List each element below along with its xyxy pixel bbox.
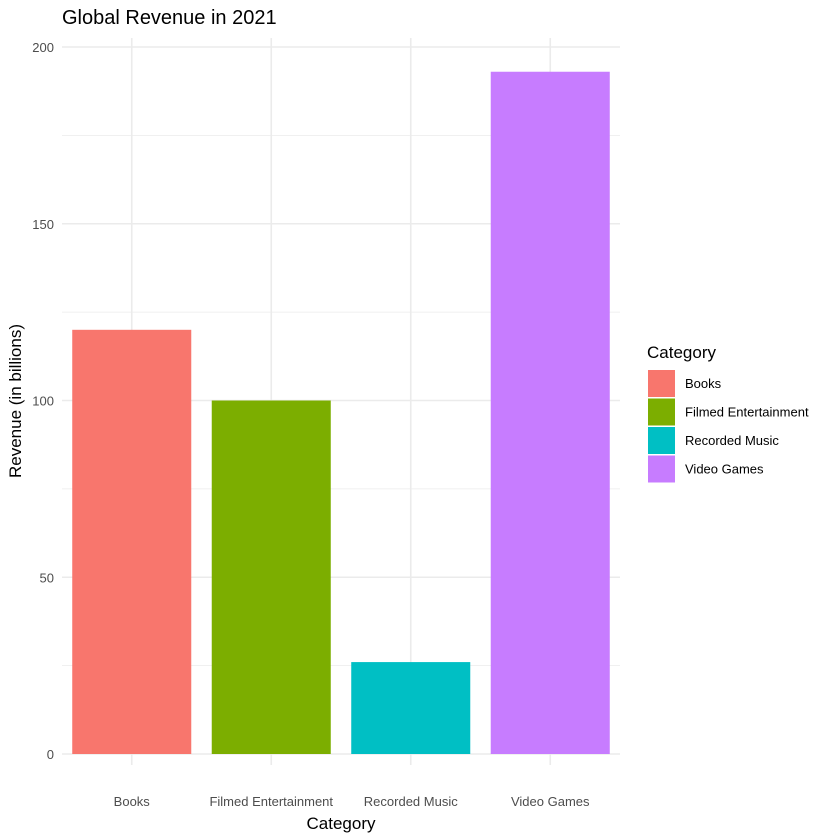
y-tick-label: 100 xyxy=(32,394,54,409)
x-tick-label: Recorded Music xyxy=(364,794,458,809)
y-axis-label: Revenue (in billions) xyxy=(6,324,25,478)
legend-label: Filmed Entertainment xyxy=(685,405,809,420)
legend-swatch xyxy=(648,398,675,426)
y-axis-ticks: 0 50 100 150 200 xyxy=(32,40,54,762)
legend-label: Recorded Music xyxy=(685,433,779,448)
legend-label: Books xyxy=(685,376,722,391)
x-axis-label: Category xyxy=(307,814,376,833)
bar-recorded-music xyxy=(351,662,471,754)
bars xyxy=(72,71,610,755)
bar-books xyxy=(72,329,192,754)
legend-title: Category xyxy=(647,343,716,362)
y-tick-label: 150 xyxy=(32,217,54,232)
legend-swatch xyxy=(648,455,675,483)
bar-filmed-entertainment xyxy=(211,400,331,754)
y-tick-label: 50 xyxy=(40,570,54,585)
x-axis-ticks: Books Filmed Entertainment Recorded Music V… xyxy=(114,794,590,809)
bar-video-games xyxy=(490,71,610,755)
x-tick-label: Books xyxy=(114,794,151,809)
y-tick-label: 0 xyxy=(47,747,54,762)
x-tick-label: Filmed Entertainment xyxy=(209,794,333,809)
chart-title: Global Revenue in 2021 xyxy=(62,7,277,29)
x-tick-label: Video Games xyxy=(511,794,590,809)
legend-swatch xyxy=(648,427,675,454)
legend-swatch xyxy=(648,370,675,397)
legend: Category Books Filmed Entertainment Record… xyxy=(647,343,809,483)
legend-label: Video Games xyxy=(685,462,764,477)
y-tick-label: 200 xyxy=(32,40,54,55)
